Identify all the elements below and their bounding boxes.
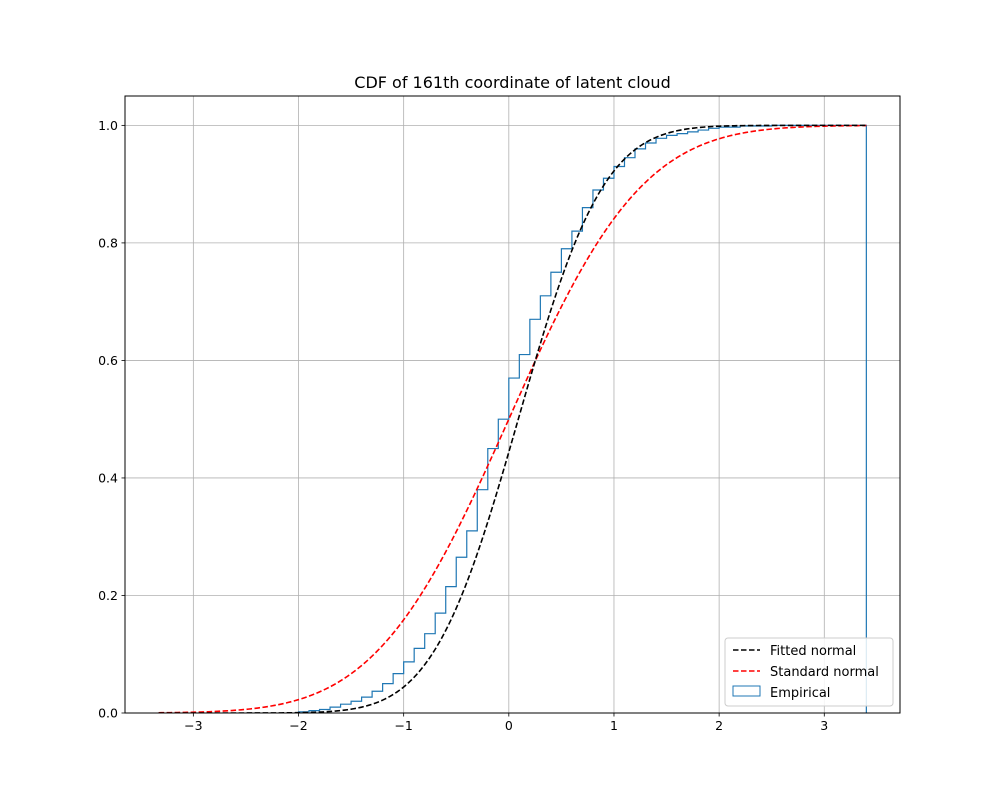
legend-swatch-empirical: [732, 685, 761, 697]
x-tick-label: 2: [715, 718, 723, 733]
y-tick-label: 0.2: [98, 588, 118, 603]
y-tick-label: 0.0: [98, 706, 118, 721]
y-tick-label: 1.0: [98, 118, 118, 133]
chart-title: CDF of 161th coordinate of latent cloud: [354, 73, 670, 92]
y-tick-label: 0.4: [98, 470, 118, 485]
x-tick-label: −1: [394, 718, 412, 733]
series-empirical: [297, 124, 867, 713]
legend-box: [724, 637, 894, 707]
legend: Fitted normal Standard normal Empirical: [724, 637, 894, 707]
series-fitted-normal: [158, 124, 867, 713]
x-tick-label: −2: [289, 718, 307, 733]
x-tick-label: 0: [505, 718, 513, 733]
y-tick-label: 0.8: [98, 235, 118, 250]
legend-label-standard-normal: Standard normal: [770, 665, 879, 680]
y-tick-label: 0.6: [98, 353, 118, 368]
axis-ticks: −3 −2 −1 0 1 2 3 0.0 0.2 0.4 0.6 0.8 1.0: [98, 118, 828, 733]
x-tick-label: 1: [610, 718, 618, 733]
series-layer: [158, 124, 867, 713]
x-tick-label: 3: [820, 718, 828, 733]
plot-frame: [124, 95, 901, 714]
x-tick-label: −3: [184, 718, 202, 733]
legend-label-fitted-normal: Fitted normal: [770, 644, 856, 659]
legend-label-empirical: Empirical: [770, 686, 830, 701]
